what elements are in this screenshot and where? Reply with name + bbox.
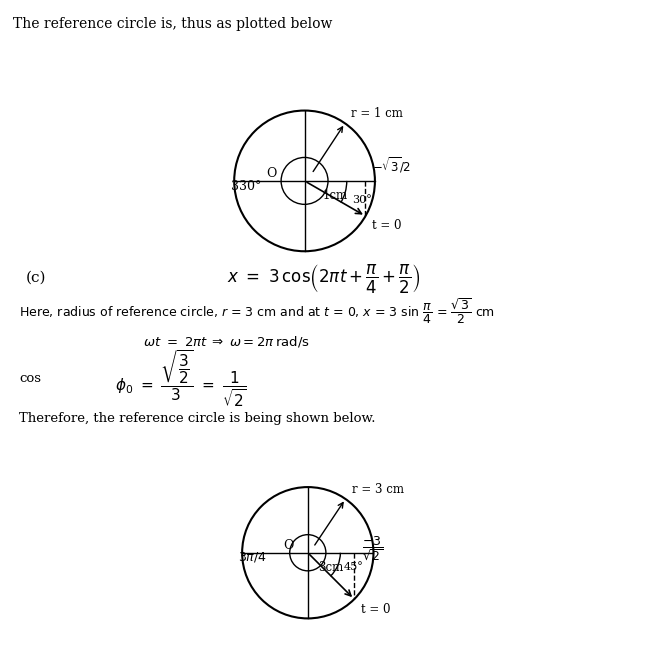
Text: $\omega t \ = \ 2\pi t \;\Rightarrow\; \omega = 2\pi\,\text{rad/s}$: $\omega t \ = \ 2\pi t \;\Rightarrow\; \…: [143, 334, 310, 349]
Text: $\dfrac{-3}{\sqrt{2}}$: $\dfrac{-3}{\sqrt{2}}$: [362, 535, 383, 563]
Text: 3cm: 3cm: [318, 561, 343, 574]
Text: 330°: 330°: [231, 180, 261, 193]
Text: Here, radius of reference circle, $r$ = 3 cm and at $t$ = 0, $x$ = 3 sin $\dfrac: Here, radius of reference circle, $r$ = …: [19, 297, 496, 326]
Text: 1cm: 1cm: [323, 190, 347, 202]
Text: r = 3 cm: r = 3 cm: [352, 482, 404, 496]
Text: $x \ = \ 3\,\cos\!\left(2\pi t + \dfrac{\pi}{4} + \dfrac{\pi}{2}\right)$: $x \ = \ 3\,\cos\!\left(2\pi t + \dfrac{…: [227, 261, 421, 295]
Text: (c): (c): [26, 271, 47, 285]
Text: $3\pi/4$: $3\pi/4$: [238, 549, 267, 563]
Text: cos: cos: [19, 372, 41, 385]
Text: The reference circle is, thus as plotted below: The reference circle is, thus as plotted…: [13, 17, 332, 31]
Text: 30°: 30°: [352, 195, 371, 205]
Text: t = 0: t = 0: [361, 602, 390, 616]
Text: $\phi_0 \ = \ \dfrac{\sqrt{\dfrac{3}{2}}}{3} \ = \ \dfrac{1}{\sqrt{2}}$: $\phi_0 \ = \ \dfrac{\sqrt{\dfrac{3}{2}}…: [115, 348, 248, 409]
Text: Therefore, the reference circle is being shown below.: Therefore, the reference circle is being…: [19, 412, 376, 425]
Text: O: O: [266, 168, 277, 180]
Text: $-\sqrt{3}/2$: $-\sqrt{3}/2$: [372, 155, 411, 176]
Text: r = 1 cm: r = 1 cm: [351, 107, 403, 120]
Text: O: O: [283, 539, 294, 552]
Text: 45°: 45°: [343, 561, 364, 572]
Text: t = 0: t = 0: [372, 220, 402, 232]
